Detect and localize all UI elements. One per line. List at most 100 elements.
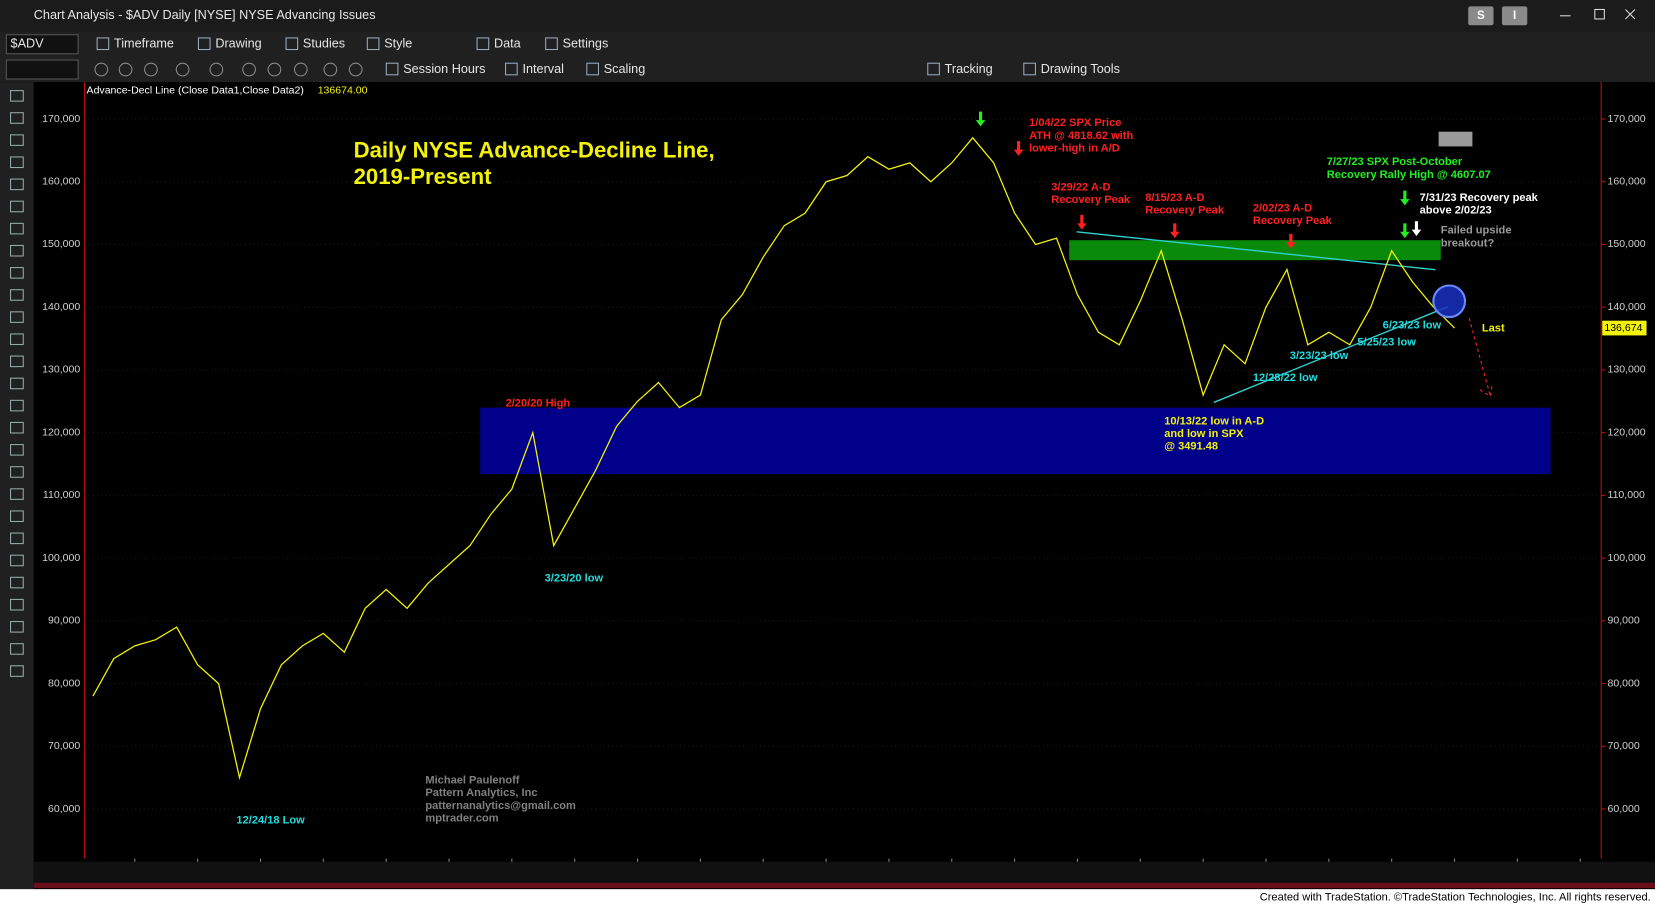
tool-icon[interactable] — [10, 222, 24, 235]
arrow — [1077, 214, 1087, 230]
tool-icon[interactable] — [10, 112, 24, 124]
y-tick-label: 120,000 — [42, 426, 80, 438]
tool-icon[interactable] — [242, 62, 256, 77]
trend-line — [1076, 231, 1436, 271]
annotation: 12/24/18 Low — [236, 815, 305, 827]
window-title: Chart Analysis - $ADV Daily [NYSE] NYSE … — [34, 8, 376, 22]
y2-tick-label: 130,000 — [1608, 364, 1646, 376]
menu-item[interactable]: Interval — [522, 62, 563, 76]
menu-item[interactable]: Style — [384, 37, 412, 51]
study-label: Advance-Decl Line (Close Data1,Close Dat… — [87, 84, 304, 96]
menu-item[interactable]: Drawing — [215, 37, 261, 51]
tool-icon[interactable] — [10, 466, 24, 478]
tool-icon[interactable] — [209, 62, 224, 77]
scrollbar[interactable] — [33, 882, 1655, 889]
y-tick-label: 140,000 — [42, 301, 80, 313]
y-tick-label: 80,000 — [48, 677, 80, 689]
annotation: @ 3491.48 — [1164, 441, 1218, 453]
tool-icon — [476, 37, 490, 51]
watermark: mptrader.com — [425, 812, 498, 824]
menu-item[interactable]: Tracking — [945, 62, 993, 76]
y-tick-label: 60,000 — [48, 803, 80, 815]
y-tick-label: 110,000 — [43, 489, 80, 501]
tool-icon[interactable] — [10, 311, 24, 323]
tool-icon[interactable] — [94, 62, 109, 77]
tool-icon[interactable] — [10, 355, 24, 368]
tool-icon[interactable] — [348, 62, 363, 77]
tool-icon[interactable] — [175, 62, 190, 77]
y2-tick-label: 60,000 — [1608, 803, 1640, 815]
annotation: Recovery Peak — [1145, 205, 1225, 217]
maximize[interactable] — [1594, 8, 1605, 20]
tool-icon[interactable] — [10, 377, 24, 390]
tool-icon — [197, 37, 211, 51]
tool-icon[interactable] — [10, 532, 24, 545]
menu-item[interactable]: Data — [494, 37, 522, 51]
arrow — [1411, 221, 1422, 236]
tool-icon[interactable] — [10, 554, 24, 567]
tool-icon[interactable] — [10, 444, 24, 456]
watermark: Pattern Analytics, Inc — [425, 787, 537, 799]
annotation: 3/29/22 A-D — [1051, 181, 1110, 193]
tool-icon[interactable] — [10, 598, 24, 611]
support-zone — [480, 407, 1551, 475]
annotation: 7/31/23 Recovery peak — [1420, 192, 1539, 204]
close[interactable] — [1625, 9, 1636, 20]
menu-item[interactable]: Session Hours — [403, 62, 485, 76]
tool-icon[interactable] — [10, 134, 24, 146]
annotation: 12/28/22 low — [1253, 372, 1318, 384]
s-button[interactable] — [1468, 6, 1494, 26]
tool-icon[interactable] — [10, 289, 24, 301]
marker-box — [1438, 131, 1473, 147]
tool-icon[interactable] — [10, 488, 24, 500]
tool-icon — [545, 37, 558, 51]
tool-icon[interactable] — [10, 576, 24, 589]
tool-icon[interactable] — [10, 178, 24, 191]
annotation: ATH @ 4818.62 with — [1029, 130, 1133, 142]
tool-icon[interactable] — [10, 399, 24, 412]
tool-icon[interactable] — [10, 156, 24, 169]
tool-icon — [285, 37, 299, 51]
tool-icon[interactable] — [144, 62, 158, 77]
tool-icon[interactable] — [10, 643, 24, 655]
annotation: 5/25/23 low — [1357, 336, 1416, 348]
menu-item[interactable]: Studies — [303, 37, 345, 51]
tool-icon — [927, 62, 940, 76]
tool-icon[interactable] — [10, 421, 24, 434]
annotation: 10/13/22 low in A-D — [1164, 415, 1264, 427]
menu-item[interactable]: Settings — [563, 37, 609, 51]
tool-icon[interactable] — [118, 62, 133, 77]
i-button[interactable] — [1501, 6, 1528, 26]
arrow — [975, 111, 986, 127]
tool-icon[interactable] — [10, 244, 24, 257]
tool-icon[interactable] — [10, 200, 24, 213]
interval-box[interactable] — [5, 59, 79, 80]
menu-item[interactable]: Drawing Tools — [1041, 62, 1120, 76]
arrow — [1170, 223, 1180, 239]
arrow — [1400, 190, 1410, 206]
annotation: lower-high in A/D — [1029, 142, 1120, 154]
tool-icon[interactable] — [267, 62, 282, 77]
toolbar — [0, 31, 1655, 83]
y2-tick-label: 140,000 — [1608, 301, 1646, 313]
i-button-label: I — [1513, 10, 1516, 22]
tool-icon[interactable] — [10, 510, 24, 523]
tool-icon[interactable] — [10, 621, 24, 633]
tool-icon[interactable] — [293, 62, 308, 77]
symbol-box[interactable] — [5, 34, 79, 55]
tool-icon[interactable] — [10, 333, 24, 346]
s-button-label: S — [1477, 10, 1485, 22]
arrow — [1286, 233, 1296, 249]
y2-tick-label: 70,000 — [1608, 740, 1640, 752]
menu-item[interactable]: Scaling — [604, 62, 646, 76]
y2-tick-label: 150,000 — [1608, 238, 1646, 250]
annotation: Recovery Rally High @ 4607.07 — [1327, 169, 1491, 181]
annotation: 8/15/23 A-D — [1145, 192, 1204, 204]
tool-icon[interactable] — [10, 665, 24, 677]
footer: Created with TradeStation. ©TradeStation… — [1260, 891, 1651, 903]
tool-icon[interactable] — [10, 267, 24, 279]
tool-icon[interactable] — [323, 62, 338, 77]
tool-icon[interactable] — [10, 90, 24, 102]
menu-item[interactable]: Timeframe — [114, 37, 174, 51]
